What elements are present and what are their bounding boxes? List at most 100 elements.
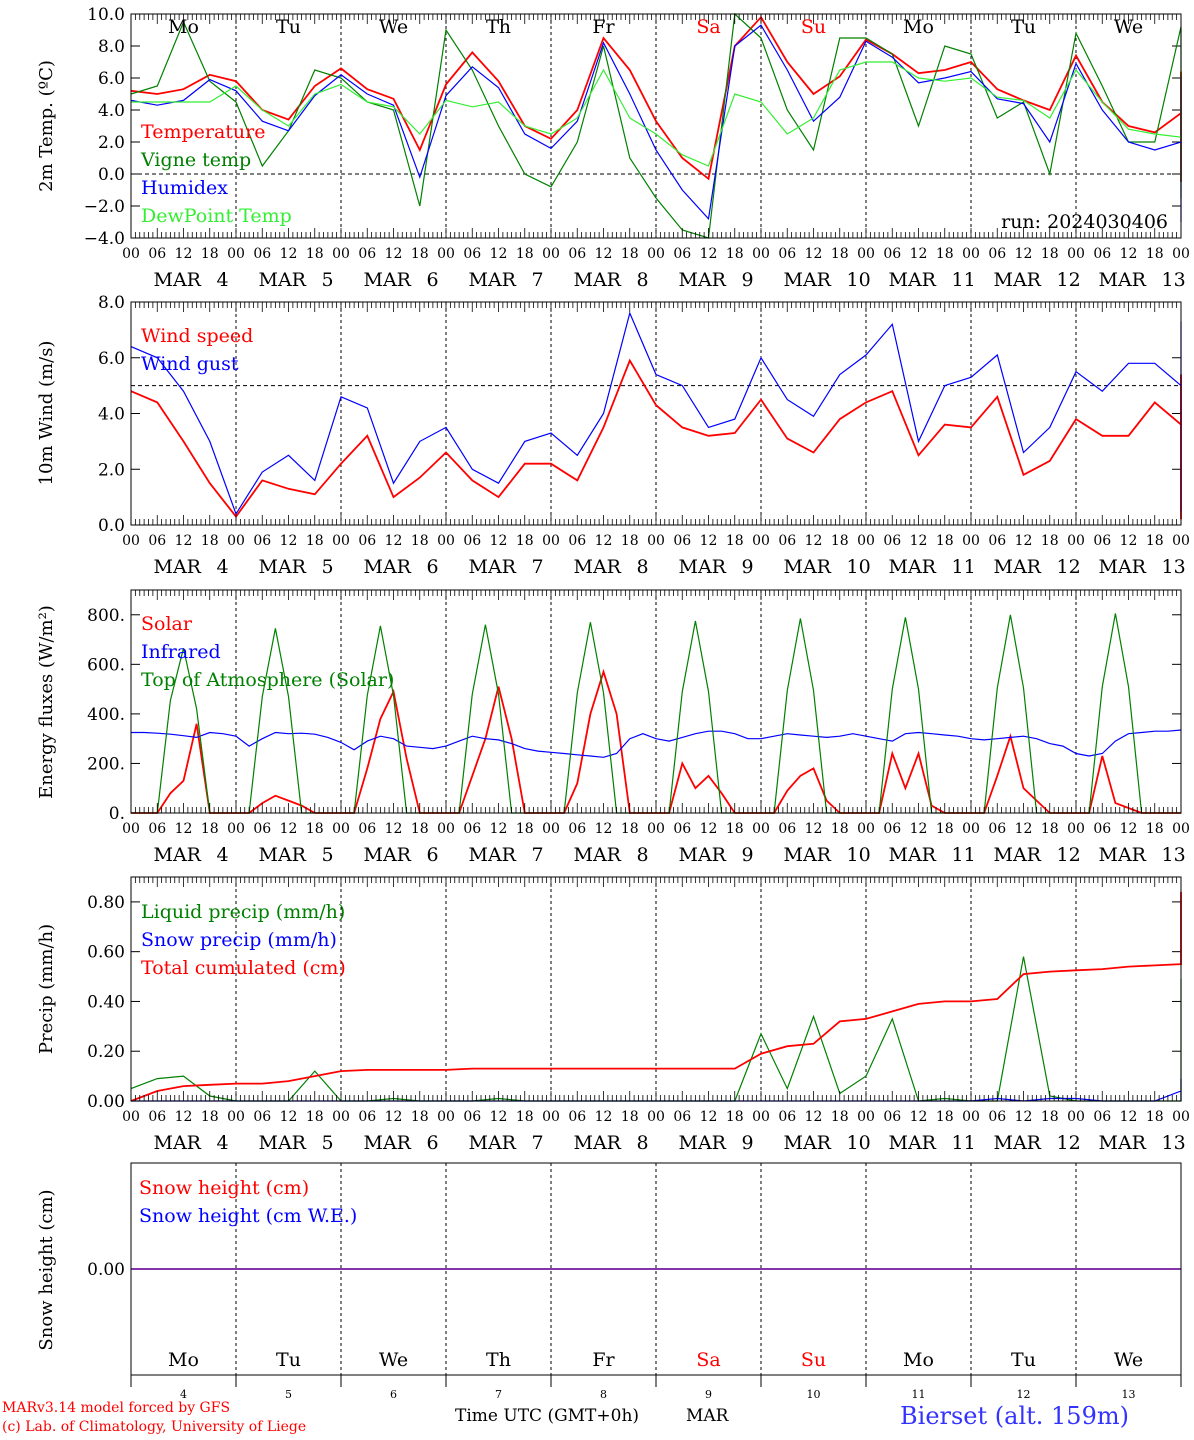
hour-label: 18 — [936, 246, 954, 262]
date-month-label: MAR — [1099, 1132, 1147, 1154]
hour-label: 18 — [306, 821, 324, 837]
y-tick-label: 10.0 — [87, 5, 125, 25]
hour-label: 06 — [568, 533, 586, 549]
y-tick-label: 0.80 — [87, 893, 125, 913]
hour-label: 06 — [148, 1109, 166, 1125]
hour-label: 06 — [673, 1109, 691, 1125]
hour-label: 18 — [411, 1109, 429, 1125]
series-line — [130, 24, 1182, 222]
day-number-label: 13 — [1122, 1388, 1136, 1401]
date-month-label: MAR — [364, 269, 412, 291]
y-tick-label: 200. — [87, 754, 125, 774]
hour-label: 06 — [778, 246, 796, 262]
hour-label: 18 — [1146, 1109, 1164, 1125]
hour-label: 12 — [280, 1109, 298, 1125]
x-axis-month: MAR — [686, 1406, 729, 1426]
hour-label: 00 — [857, 821, 875, 837]
date-day-label: 5 — [322, 556, 334, 578]
date-day-label: 10 — [847, 1132, 871, 1154]
date-month-label: MAR — [574, 844, 622, 866]
legend-entry: Wind speed — [141, 325, 253, 347]
hour-label: 12 — [175, 246, 193, 262]
legend-entry: Snow precip (mm/h) — [141, 929, 337, 951]
hour-label: 12 — [700, 1109, 718, 1125]
date-month-label: MAR — [154, 556, 202, 578]
day-number-label: 8 — [600, 1388, 607, 1401]
hour-label: 12 — [1015, 246, 1033, 262]
date-day-label: 11 — [952, 1132, 976, 1154]
hour-label: 12 — [1120, 821, 1138, 837]
hour-label: 00 — [227, 1109, 245, 1125]
hour-label: 00 — [542, 1109, 560, 1125]
y-tick-label: 2.0 — [98, 133, 125, 153]
hour-label: 18 — [1041, 1109, 1059, 1125]
hour-label: 06 — [778, 1109, 796, 1125]
hour-label: 18 — [1041, 246, 1059, 262]
hour-label: 12 — [1120, 533, 1138, 549]
date-month-label: MAR — [154, 844, 202, 866]
date-day-label: 5 — [322, 844, 334, 866]
date-month-label: MAR — [574, 269, 622, 291]
date-day-label: 13 — [1162, 269, 1186, 291]
legend-entry: Snow height (cm W.E.) — [139, 1205, 357, 1227]
hour-label: 00 — [332, 821, 350, 837]
date-day-label: 7 — [532, 556, 544, 578]
hour-label: 12 — [1015, 533, 1033, 549]
hour-label: 12 — [490, 1109, 508, 1125]
date-month-label: MAR — [469, 1132, 517, 1154]
hour-label: 06 — [568, 1109, 586, 1125]
hour-label: 18 — [201, 1109, 219, 1125]
hour-label: 12 — [385, 821, 403, 837]
date-day-label: 11 — [952, 556, 976, 578]
hour-label: 00 — [962, 533, 980, 549]
hour-label: 06 — [463, 1109, 481, 1125]
series-line — [131, 61, 1182, 182]
date-month-label: MAR — [889, 556, 937, 578]
date-day-label: 8 — [637, 556, 649, 578]
hour-label: 06 — [778, 533, 796, 549]
date-month-label: MAR — [784, 556, 832, 578]
date-month-label: MAR — [1099, 269, 1147, 291]
hour-label: 00 — [752, 246, 770, 262]
hour-label: 18 — [726, 246, 744, 262]
hour-label: 06 — [148, 246, 166, 262]
y-tick-label: 4.0 — [98, 101, 125, 121]
hour-label: 06 — [253, 533, 271, 549]
legend-entry: Liquid precip (mm/h) — [141, 901, 345, 923]
date-month-label: MAR — [259, 1132, 307, 1154]
hour-label: 12 — [1015, 1109, 1033, 1125]
hour-label: 06 — [988, 1109, 1006, 1125]
date-day-label: 12 — [1057, 556, 1081, 578]
date-month-label: MAR — [679, 844, 727, 866]
hour-label: 00 — [752, 1109, 770, 1125]
hour-label: 06 — [463, 246, 481, 262]
hour-label: 06 — [463, 533, 481, 549]
hour-label: 12 — [805, 1109, 823, 1125]
date-day-label: 10 — [847, 556, 871, 578]
date-month-label: MAR — [364, 1132, 412, 1154]
date-day-label: 8 — [637, 1132, 649, 1154]
day-number-label: 6 — [390, 1388, 397, 1401]
date-month-label: MAR — [574, 1132, 622, 1154]
y-axis-title: Precip (mm/h) — [36, 924, 57, 1054]
date-day-label: 5 — [322, 269, 334, 291]
date-day-label: 8 — [637, 844, 649, 866]
y-tick-label: −4.0 — [84, 229, 125, 249]
weekday-label: Fr — [592, 1349, 615, 1371]
hour-label: 06 — [1093, 821, 1111, 837]
date-day-label: 6 — [427, 556, 439, 578]
hour-label: 06 — [1093, 246, 1111, 262]
legend-entry: Temperature — [141, 121, 265, 143]
hour-label: 12 — [700, 533, 718, 549]
hour-label: 00 — [437, 1109, 455, 1125]
hour-label: 18 — [411, 246, 429, 262]
hour-label: 06 — [253, 821, 271, 837]
hour-label: 12 — [385, 533, 403, 549]
series-line — [130, 891, 1182, 1102]
date-month-label: MAR — [1099, 844, 1147, 866]
x-axis-title: Time UTC (GMT+0h) — [455, 1406, 640, 1426]
hour-label: 00 — [1172, 1109, 1190, 1125]
hour-label: 06 — [358, 821, 376, 837]
y-tick-label: 0.0 — [98, 165, 125, 185]
hour-label: 00 — [227, 533, 245, 549]
